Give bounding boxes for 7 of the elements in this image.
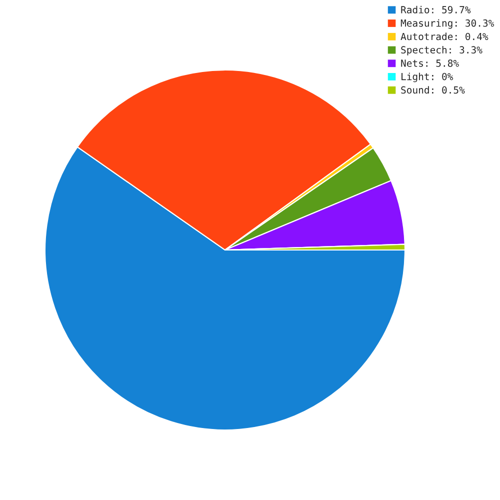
- legend-label: Measuring: 30.3%: [400, 19, 494, 29]
- legend-label: Nets: 5.8%: [401, 60, 459, 67]
- legend-label: Sound: 0.5%: [401, 86, 465, 94]
- legend-label: Autotrade: 0.4%: [400, 32, 488, 40]
- legend-label: Radio: 59.7%: [401, 6, 471, 14]
- legend-label: Light: 0%: [402, 72, 454, 82]
- legend-label: Spectech: 3.3%: [401, 46, 482, 56]
